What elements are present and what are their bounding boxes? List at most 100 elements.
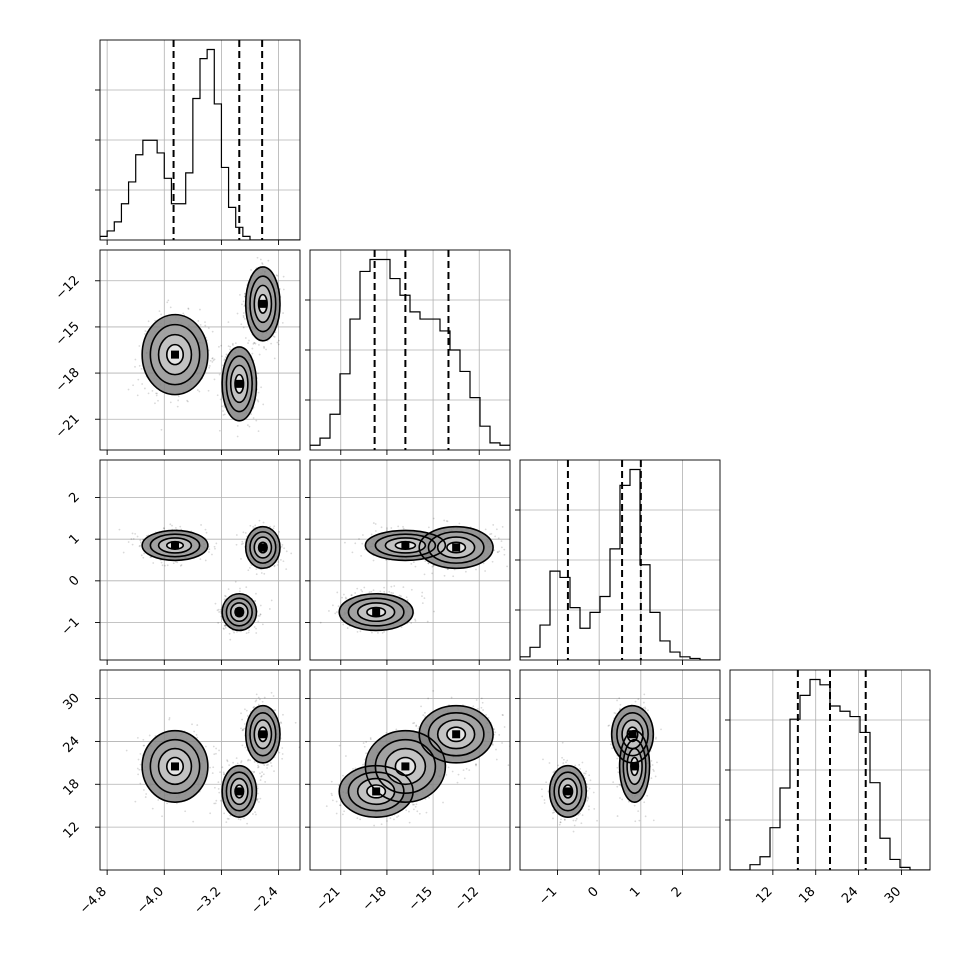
scatter-point (255, 627, 257, 630)
scatter-point (223, 358, 226, 361)
scatter-point (272, 248, 274, 250)
scatter-point (219, 608, 222, 611)
scatter-point (240, 323, 243, 326)
scatter-point (197, 320, 200, 322)
histogram-1 (310, 258, 510, 450)
scatter-point (239, 293, 241, 296)
scatter-point (158, 310, 161, 313)
scatter-point (350, 594, 353, 597)
scatter-point (250, 564, 253, 566)
scatter-point (282, 288, 285, 291)
scatter-point (214, 602, 217, 605)
scatter-point (257, 391, 260, 394)
contour-2 (249, 275, 277, 333)
scatter-point (427, 562, 430, 565)
scatter-point (270, 691, 273, 694)
scatter-point (166, 564, 169, 567)
scatter-point (386, 529, 388, 532)
scatter-point (397, 525, 400, 528)
panel-frame (99, 459, 301, 661)
scatter-point (143, 552, 145, 555)
scatter-point (319, 621, 322, 624)
y-tick-label: 2 (66, 490, 82, 506)
scatter-point (464, 570, 467, 573)
scatter-point (489, 533, 491, 536)
scatter-point (252, 343, 255, 345)
scatter-point (217, 787, 220, 790)
scatter-point (215, 752, 217, 755)
scatter-point (236, 435, 239, 438)
scatter-point (160, 428, 163, 431)
scatter-point (259, 258, 262, 261)
panel-0-0 (95, 39, 301, 245)
scatter-point (280, 545, 283, 548)
scatter-point (242, 728, 244, 731)
scatter-point (410, 562, 413, 565)
scatter-point (388, 590, 391, 593)
scatter-point (255, 419, 258, 422)
scatter-point (213, 753, 216, 756)
scatter-point (500, 540, 503, 543)
scatter-point (148, 734, 151, 737)
scatter-point (402, 527, 405, 530)
scatter-point (131, 532, 134, 535)
scatter-point (482, 562, 485, 565)
scatter-point (279, 558, 282, 561)
scatter-point (272, 246, 274, 248)
scatter-point (171, 524, 173, 527)
scatter-point (252, 706, 255, 709)
scatter-point (144, 330, 147, 332)
contour-0 (446, 541, 467, 554)
density-peak (235, 608, 244, 617)
scatter-point (199, 308, 201, 311)
scatter-point (196, 736, 199, 739)
scatter-point (245, 709, 248, 712)
scatter-point (342, 623, 345, 626)
scatter-point (243, 317, 246, 320)
scatter-point (255, 592, 257, 595)
scatter-point (184, 810, 187, 813)
scatter-point (263, 572, 266, 575)
scatter-point (144, 387, 146, 390)
scatter-point (162, 527, 165, 530)
scatter-point (258, 344, 260, 346)
scatter-point (175, 560, 177, 563)
contour-1 (157, 537, 193, 554)
scatter-point (142, 789, 145, 791)
scatter-point (255, 699, 258, 702)
scatter-point (445, 520, 448, 522)
scatter-point (344, 596, 347, 599)
scatter-point (278, 530, 281, 533)
scatter-point (260, 775, 263, 777)
scatter-point (370, 533, 373, 536)
scatter-point (222, 414, 225, 416)
scatter-point (136, 535, 139, 538)
scatter-point (176, 561, 179, 564)
scatter-point (346, 627, 349, 629)
scatter-point (161, 815, 163, 818)
scatter-point (260, 386, 263, 389)
scatter-point (380, 526, 383, 529)
scatter-point (212, 766, 215, 769)
scatter-point (493, 549, 496, 552)
scatter-point (446, 520, 449, 523)
scatter-point (390, 585, 393, 588)
scatter-point (259, 613, 262, 616)
scatter-point (248, 629, 250, 632)
scatter-point (272, 695, 275, 697)
scatter-point (386, 527, 388, 530)
scatter-point (240, 760, 243, 763)
scatter-point (177, 399, 180, 402)
scatter-point (359, 630, 362, 633)
scatter-point (209, 359, 212, 362)
scatter-point (255, 632, 258, 634)
scatter-point (244, 532, 247, 534)
y-tick-label: −18 (53, 365, 83, 395)
scatter-point (219, 799, 222, 802)
scatter-point (236, 762, 239, 765)
scatter-point (223, 624, 226, 627)
scatter-point (410, 588, 413, 591)
scatter-point (222, 771, 225, 774)
scatter-point (281, 753, 284, 755)
panel-frame (309, 249, 511, 451)
